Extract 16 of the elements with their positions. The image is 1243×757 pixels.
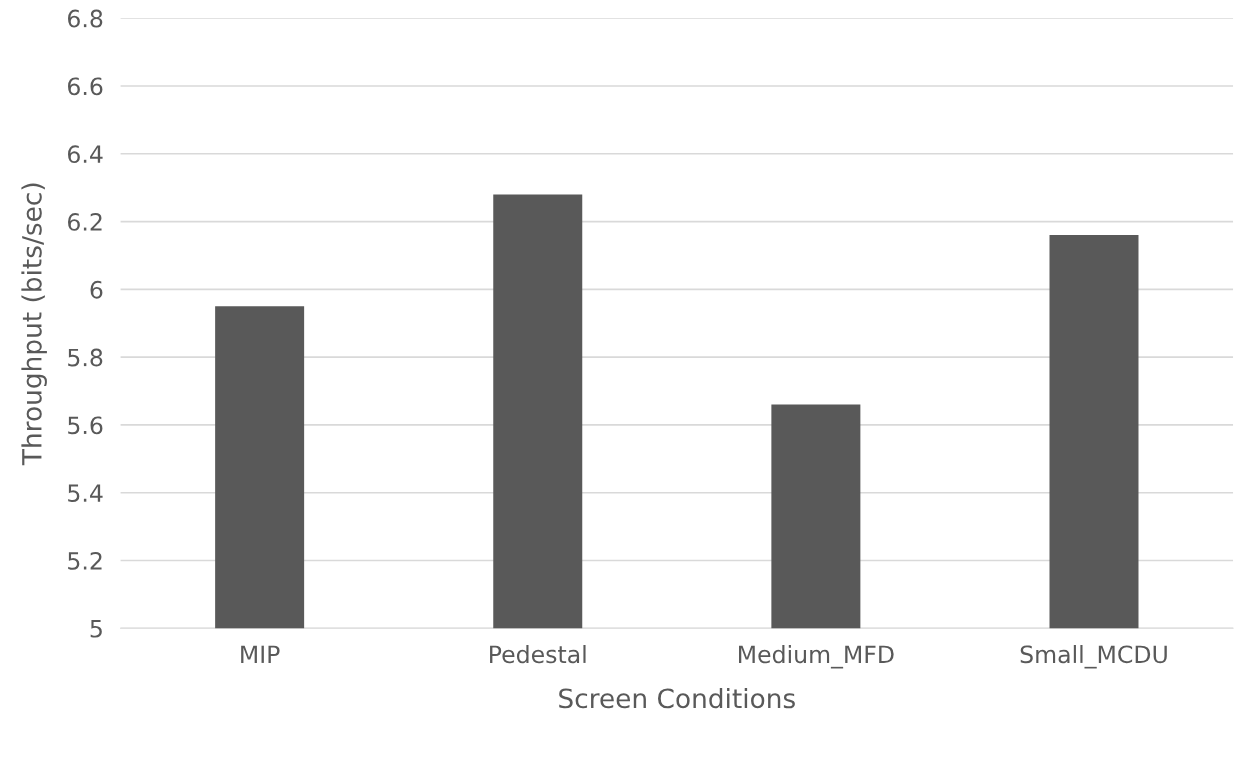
y-tick-label: 6.2 [68,213,102,231]
x-tick-label: Small_MCDU [1020,644,1167,669]
y-tick-label: 5.4 [68,484,103,503]
y-tick-label: 5.6 [68,416,103,435]
y-axis-title: Throughput (bits/sec) [21,183,47,466]
y-tick-label: 5 [90,620,102,638]
y-tick-label: 5.8 [68,348,103,367]
y-tick-label: 6.8 [68,9,103,28]
y-tick-label: 5.2 [68,551,102,570]
x-tick-label: MIP [241,645,280,663]
x-tick-label: Medium_MFD [739,644,894,669]
y-tick-label: 6.4 [68,145,103,164]
x-tick-label: Pedestal [490,644,586,664]
y-tick-label: 6 [90,280,103,299]
y-tick-label: 6.6 [68,77,103,96]
x-axis-title: Screen Conditions [559,687,795,709]
